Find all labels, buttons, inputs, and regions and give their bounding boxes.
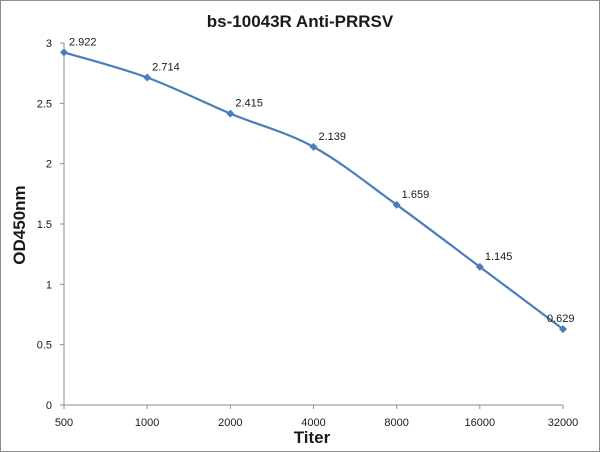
y-tick-label: 3 [46,38,52,50]
data-point-marker [226,109,235,118]
axes: 0 0.5 1 1.5 2 2.5 3 500 1000 2000 4000 8000 16000 320… [37,38,579,429]
data-label: 1.659 [402,189,430,201]
y-tick-label: 1.5 [37,219,52,231]
x-tick-label: 32000 [548,417,579,429]
data-point-marker [143,73,152,82]
y-tick-label: 1 [46,279,52,291]
series-line [63,51,564,330]
x-tick-label: 8000 [384,417,408,429]
x-tick-label: 16000 [465,417,496,429]
data-point-marker [475,262,484,271]
data-label: 0.629 [547,313,575,325]
y-tick-label: 2.5 [37,98,52,110]
data-point-marker [392,200,401,209]
y-tick-label: 0 [46,400,52,412]
y-tick-label: 0.5 [37,340,52,352]
x-tick-label: 4000 [301,417,325,429]
x-tick-label: 2000 [218,417,242,429]
data-label: 2.415 [235,98,263,110]
y-axis-title: OD450nm [10,185,29,264]
data-point-marker [559,325,567,334]
data-label: 1.145 [485,251,513,263]
x-tick-label: 1000 [135,417,159,429]
data-point-marker [60,48,68,57]
x-tick-label: 500 [55,417,73,429]
data-label: 2.922 [69,36,97,48]
plot-area: 2.922 2.714 2.415 2.139 1.659 1.145 0.629 [60,36,575,334]
data-label: 2.139 [319,131,347,143]
data-point-marker [309,142,318,151]
data-label: 2.714 [152,62,180,74]
y-tick-label: 2 [46,159,52,171]
chart-title: bs-10043R Anti-PRRSV [207,12,394,31]
x-axis-title: Titer [294,428,331,447]
